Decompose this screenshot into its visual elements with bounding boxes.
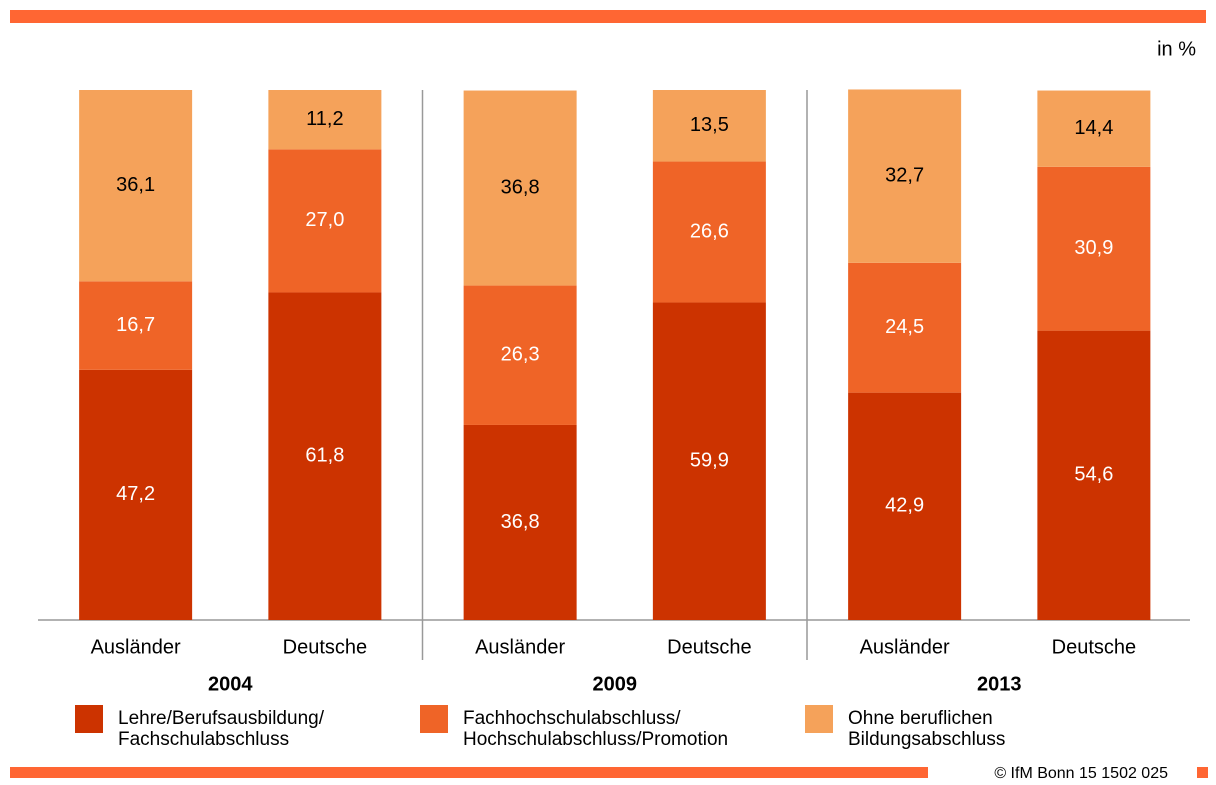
value-label: 16,7 [116, 314, 155, 336]
value-label: 26,6 [690, 220, 729, 242]
value-label: 30,9 [1074, 237, 1113, 259]
value-label: 47,2 [116, 483, 155, 505]
value-label: 36,1 [116, 174, 155, 196]
legend-label: Lehre/Berufsausbildung/ Fachschulabschlu… [118, 708, 324, 750]
bar-segment [1037, 90, 1151, 167]
bar-segment [848, 392, 962, 620]
value-label: 54,6 [1074, 464, 1113, 486]
value-label: 61,8 [305, 445, 344, 467]
bar-segment [79, 369, 193, 620]
value-label: 24,5 [885, 316, 924, 338]
x-tick-label: Ausländer [91, 636, 181, 658]
bar-segment [268, 90, 382, 150]
footer: © IfM Bonn 15 1502 025 [994, 765, 1168, 782]
legend-swatch [75, 705, 103, 733]
bar-segment [1037, 166, 1151, 331]
x-tick-label: Ausländer [475, 636, 565, 658]
value-label: 27,0 [305, 209, 344, 231]
top-bar [10, 10, 1206, 23]
bar-segment [79, 90, 193, 282]
group-label: 2009 [593, 673, 638, 695]
group-label: 2004 [208, 673, 253, 695]
x-tick-label: Ausländer [860, 636, 950, 658]
value-label: 14,4 [1074, 117, 1113, 139]
value-label: 11,2 [306, 108, 343, 130]
x-tick-label: Deutsche [283, 636, 368, 658]
bar-segment [268, 292, 382, 620]
bar-segment [652, 90, 766, 162]
bottom-square [1197, 767, 1208, 778]
bar-segment [268, 149, 382, 293]
bar-segment [652, 302, 766, 620]
bar-segment [652, 161, 766, 303]
value-label: 26,3 [501, 344, 540, 366]
bar-segment [848, 262, 962, 393]
value-label: 32,7 [885, 164, 924, 186]
group-label: 2013 [977, 673, 1022, 695]
bottom-bar [10, 767, 928, 778]
x-tick-label: Deutsche [1052, 636, 1137, 658]
bar-segment [463, 285, 577, 425]
x-tick-label: Deutsche [667, 636, 752, 658]
legend-label: Fachhochschulabschluss/ Hochschulabschlu… [463, 708, 729, 750]
value-label: 36,8 [501, 511, 540, 533]
value-label: 42,9 [885, 495, 924, 517]
legend-label: Ohne beruflichen Bildungsabschluss [848, 708, 1006, 750]
legend-swatch [420, 705, 448, 733]
bar-segment [463, 424, 577, 620]
value-label: 59,9 [690, 450, 729, 472]
bar-segment [79, 281, 193, 370]
bar-segment [463, 90, 577, 286]
unit-label: in % [1157, 38, 1196, 60]
bar-segment [1037, 330, 1151, 620]
bar-segment [848, 89, 962, 263]
value-label: 13,5 [690, 114, 729, 136]
legend-swatch [805, 705, 833, 733]
value-label: 36,8 [501, 176, 540, 198]
